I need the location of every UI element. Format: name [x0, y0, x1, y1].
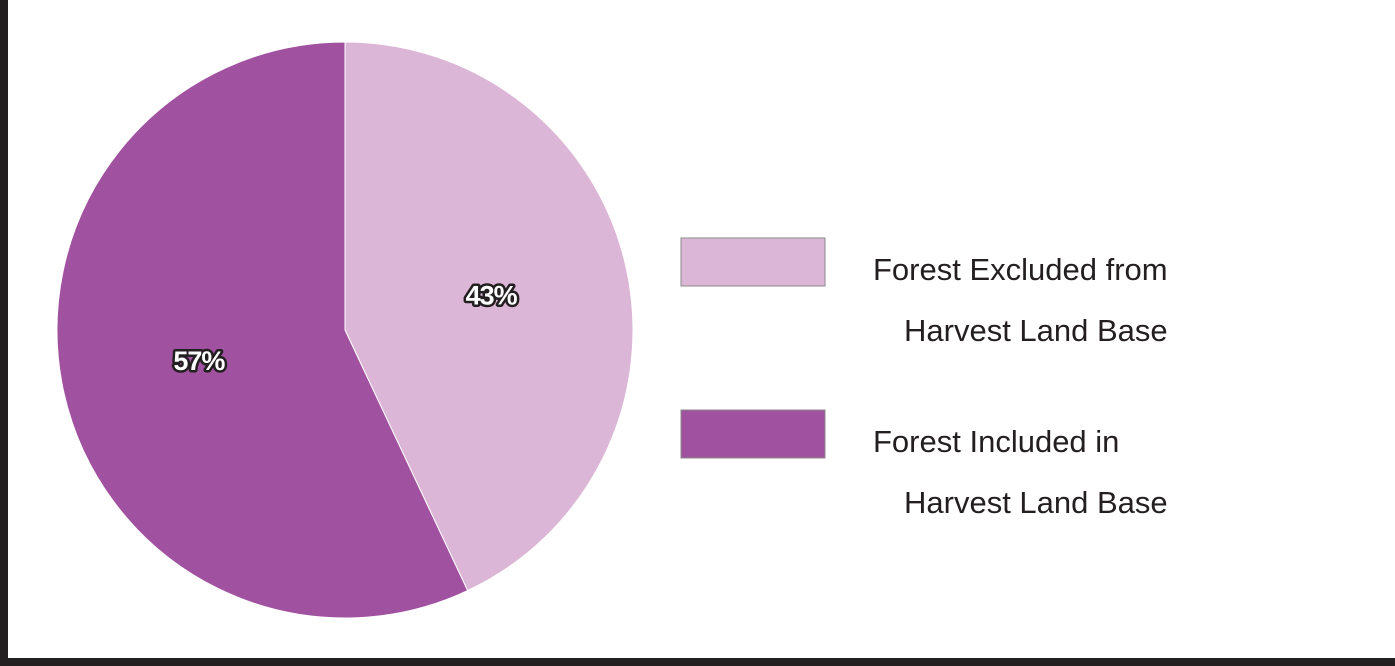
legend-item: Forest Excluded from Harvest Land Base — [680, 237, 1168, 348]
pie-slice-2 — [56, 41, 469, 619]
legend-label-line: Harvest Land Base — [904, 313, 1168, 348]
legend-swatch — [680, 237, 826, 287]
slice-value-label: 43% — [466, 280, 518, 310]
slice-value-label: 57% — [173, 346, 225, 376]
pie-slices — [56, 41, 634, 619]
legend-item: Forest Included in Harvest Land Base — [680, 409, 1168, 520]
legend-swatch — [680, 409, 826, 459]
pie-slice-1 — [344, 41, 634, 592]
slice-labels: 43% 57% — [171, 278, 521, 378]
legend-label-line: Forest Included in — [873, 424, 1119, 459]
legend-label-line: Harvest Land Base — [904, 485, 1168, 520]
legend-label-line: Forest Excluded from — [873, 252, 1168, 287]
